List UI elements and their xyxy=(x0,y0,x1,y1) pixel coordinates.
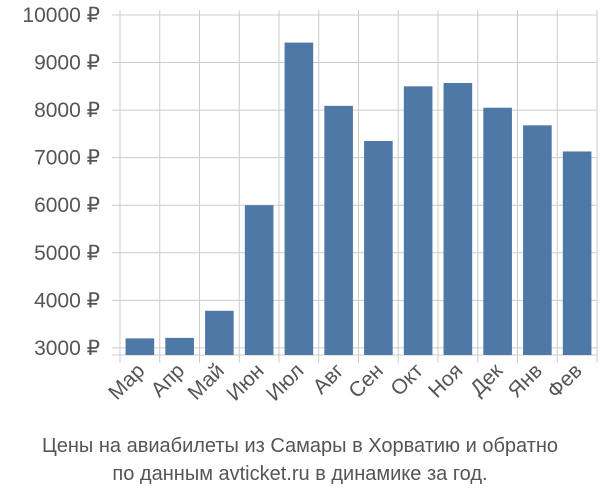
y-tick-label: 8000 ₽ xyxy=(34,99,100,122)
y-tick-label: 5000 ₽ xyxy=(34,242,100,265)
bar xyxy=(403,86,433,355)
x-tick-label: Май xyxy=(184,359,229,404)
x-tick-label: Апр xyxy=(147,359,189,401)
y-tick-label: 10000 ₽ xyxy=(22,4,100,27)
bar xyxy=(205,310,234,355)
y-tick-label: 3000 ₽ xyxy=(34,337,100,360)
bar-chart: 3000 ₽ 4000 ₽ 5000 ₽ 6000 ₽ 7000 ₽ 8000 ₽ 9000… xyxy=(22,4,598,406)
x-tick-label: Окт xyxy=(386,359,428,401)
x-tick-label: Июл xyxy=(262,359,308,405)
x-tick-label: Июн xyxy=(222,359,268,405)
y-tick-label: 6000 ₽ xyxy=(34,194,100,217)
bar xyxy=(523,125,552,355)
grid-lines xyxy=(112,10,598,363)
y-tick-labels: 3000 ₽ 4000 ₽ 5000 ₽ 6000 ₽ 7000 ₽ 8000 ₽ 9000… xyxy=(22,4,100,360)
bar xyxy=(483,107,512,356)
bar xyxy=(443,83,473,355)
bar xyxy=(244,205,274,355)
bar xyxy=(364,141,393,355)
bar xyxy=(562,151,592,355)
bars xyxy=(125,42,592,356)
y-tick-label: 7000 ₽ xyxy=(34,147,100,170)
bar xyxy=(165,337,194,355)
x-tick-label: Янв xyxy=(504,359,547,402)
x-tick-label: Мар xyxy=(104,359,149,404)
bar xyxy=(125,338,155,355)
chart-caption-line-1: Цены на авиабилеты из Самары в Хорватию … xyxy=(41,435,559,457)
x-tick-label: Сен xyxy=(344,359,387,402)
x-tick-label: Авг xyxy=(309,359,349,399)
x-tick-label: Ноя xyxy=(424,359,467,402)
bar xyxy=(284,42,314,356)
x-tick-label: Дек xyxy=(466,359,508,401)
y-tick-label: 9000 ₽ xyxy=(34,52,100,75)
bar xyxy=(324,105,353,356)
x-tick-label: Фев xyxy=(543,359,587,403)
y-tick-label: 4000 ₽ xyxy=(34,289,100,312)
chart-caption-line-2: по данным avticket.ru в динамике за год. xyxy=(112,463,488,485)
